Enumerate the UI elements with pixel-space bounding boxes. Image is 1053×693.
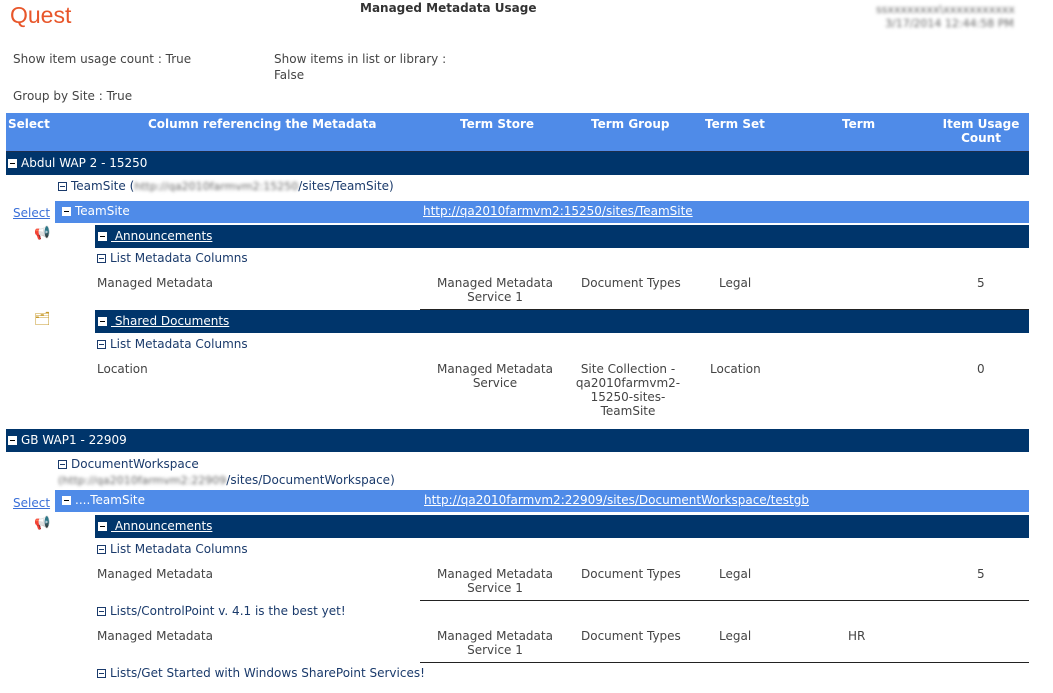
collapse-icon[interactable] — [98, 317, 107, 326]
cell-term-group: Document Types — [581, 629, 681, 643]
list-metadata-columns[interactable]: List Metadata Columns — [97, 337, 248, 351]
web-row: ....TeamSite http://qa2010farmvm2:22909/s… — [55, 490, 1029, 512]
col-usage-count: Item Usage Count — [942, 117, 1020, 145]
collapse-icon[interactable] — [58, 460, 67, 469]
site-url-path: /sites/TeamSite) — [298, 179, 394, 193]
cell-usage-count: 5 — [977, 276, 985, 290]
site-url: (http://qa2010farmvm2:22909/sites/Docume… — [58, 473, 395, 487]
collapse-icon[interactable] — [97, 254, 106, 263]
cell-term-store: Managed Metadata Service 1 — [437, 567, 553, 595]
collapse-icon[interactable] — [58, 182, 67, 191]
page-title: Managed Metadata Usage — [360, 1, 537, 15]
list-section[interactable]: Lists/ControlPoint v. 4.1 is the best ye… — [97, 604, 346, 618]
cell-term-group: Document Types — [581, 276, 681, 290]
collapse-icon[interactable] — [8, 159, 17, 168]
option-group-by-site: Group by Site : True — [13, 89, 133, 103]
row-divider — [420, 600, 1029, 601]
site-url-path: /sites/DocumentWorkspace) — [226, 473, 395, 487]
section-label: List Metadata Columns — [110, 542, 248, 556]
cell-term-store: Managed Metadata Service 1 — [437, 276, 553, 304]
cell-term-set: Legal — [719, 567, 752, 581]
list-row: Announcements — [95, 515, 1029, 538]
list-link[interactable]: Announcements — [111, 519, 213, 533]
collapse-icon[interactable] — [97, 340, 106, 349]
site-name: DocumentWorkspace — [71, 457, 199, 471]
site-url-host: (http://qa2010farmvm2:22909 — [58, 474, 227, 487]
megaphone-icon: 📢 — [34, 516, 51, 531]
option-usage-count: Show item usage count : True — [13, 52, 192, 66]
collapse-icon[interactable] — [97, 545, 106, 554]
collapse-icon[interactable] — [98, 232, 107, 241]
megaphone-icon: 📢 — [34, 226, 51, 241]
group-row[interactable]: GB WAP1 - 22909 — [6, 429, 1029, 452]
web-name: TeamSite — [75, 204, 130, 218]
section-label: List Metadata Columns — [110, 251, 248, 265]
col-column: Column referencing the Metadata — [148, 117, 377, 131]
group-name: Abdul WAP 2 - 15250 — [21, 156, 148, 170]
site-row[interactable]: TeamSite (http://qa2010farmvm2:15250/sit… — [58, 179, 394, 193]
site-row[interactable]: DocumentWorkspace — [58, 457, 199, 471]
list-row: Announcements — [95, 225, 1029, 248]
site-url-host: http://qa2010farmvm2:15250 — [134, 180, 299, 193]
row-divider — [420, 309, 1029, 310]
collapse-icon[interactable] — [62, 207, 71, 216]
web-url-link[interactable]: http://qa2010farmvm2:22909/sites/Documen… — [424, 493, 809, 507]
list-metadata-columns[interactable]: List Metadata Columns — [97, 542, 248, 556]
col-term-set: Term Set — [705, 117, 765, 131]
cell-column: Managed Metadata — [97, 629, 213, 643]
cell-term-group: Document Types — [581, 567, 681, 581]
list-metadata-columns[interactable]: List Metadata Columns — [97, 251, 248, 265]
cell-column: Location — [97, 362, 148, 376]
cell-term-set: Location — [710, 362, 761, 376]
cell-term-set: Legal — [719, 276, 752, 290]
web-url-link[interactable]: http://qa2010farmvm2:15250/sites/TeamSit… — [423, 204, 693, 218]
quest-logo: Quest — [10, 2, 72, 28]
group-row[interactable]: Abdul WAP 2 - 15250 — [6, 152, 1029, 175]
list-link[interactable]: Announcements — [111, 229, 213, 243]
cell-usage-count: 5 — [977, 567, 985, 581]
cell-term: HR — [848, 629, 866, 643]
list-row: Shared Documents — [95, 310, 1029, 333]
section-label: Lists/ControlPoint v. 4.1 is the best ye… — [110, 604, 346, 618]
user-name: ssxxxxxxxx\xxxxxxxxxxx — [876, 3, 1015, 16]
section-label: Lists/Get Started with Windows SharePoin… — [110, 666, 425, 680]
site-name: TeamSite ( — [71, 179, 135, 193]
web-name: ....TeamSite — [75, 493, 146, 507]
row-divider — [420, 662, 1029, 663]
cell-usage-count: 0 — [977, 362, 985, 376]
cell-term-store: Managed Metadata Service 1 — [437, 629, 553, 657]
select-link[interactable]: Select — [13, 496, 51, 510]
web-row: TeamSite http://qa2010farmvm2:15250/sites… — [55, 201, 1029, 223]
collapse-icon[interactable] — [97, 607, 106, 616]
option-show-items-value: False — [274, 68, 305, 82]
cell-term-set: Legal — [719, 629, 752, 643]
cell-term-store: Managed Metadata Service — [437, 362, 553, 390]
collapse-icon[interactable] — [98, 522, 107, 531]
option-show-items: Show items in list or library : — [274, 52, 447, 66]
select-link[interactable]: Select — [13, 206, 51, 220]
section-label: List Metadata Columns — [110, 337, 248, 351]
cell-column: Managed Metadata — [97, 276, 213, 290]
col-select: Select — [8, 117, 50, 131]
collapse-icon[interactable] — [62, 496, 71, 505]
collapse-icon[interactable] — [97, 669, 106, 678]
list-section[interactable]: Lists/Get Started with Windows SharePoin… — [97, 666, 425, 680]
report-datetime: 3/17/2014 12:44:58 PM — [885, 17, 1014, 30]
cell-column: Managed Metadata — [97, 567, 213, 581]
table-header: Select Column referencing the Metadata T… — [6, 113, 1029, 153]
group-name: GB WAP1 - 22909 — [21, 433, 127, 447]
col-term: Term — [842, 117, 876, 131]
collapse-icon[interactable] — [8, 436, 17, 445]
list-link[interactable]: Shared Documents — [111, 314, 230, 328]
cell-term-group: Site Collection - qa2010farmvm2-15250-si… — [575, 362, 681, 418]
document-library-icon: 🗂 — [34, 312, 51, 327]
col-term-store: Term Store — [460, 117, 535, 131]
col-term-group: Term Group — [591, 117, 670, 131]
